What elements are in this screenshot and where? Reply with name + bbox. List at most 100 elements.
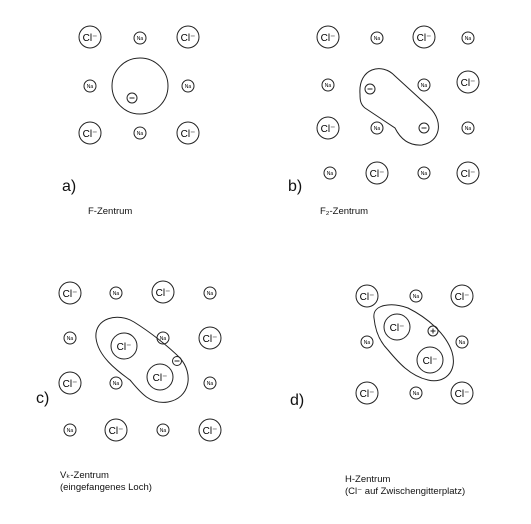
panel-d-label: d) xyxy=(290,392,305,409)
svg-text:Na: Na xyxy=(374,126,381,132)
ion-cl: Cl⁻ xyxy=(412,25,436,49)
svg-text:Cl⁻: Cl⁻ xyxy=(63,379,78,390)
ion-na: Na xyxy=(455,335,469,349)
svg-text:Cl⁻: Cl⁻ xyxy=(390,323,405,334)
ion-na: Na xyxy=(323,166,337,180)
panel-c: Cl⁻ Na Cl⁻ Na Na Cl⁻ Na Cl⁻ Cl⁻ Na Cl⁻ N… xyxy=(58,280,222,442)
panel-c-caption-line2: (eingefangenes Loch) xyxy=(60,482,152,493)
svg-text:Na: Na xyxy=(67,428,74,434)
panel-b: Cl⁻ Na Cl⁻ Na Na Na Cl⁻ Cl⁻ Na Na Na Cl⁻… xyxy=(316,25,480,185)
svg-text:Na: Na xyxy=(465,126,472,132)
svg-text:Cl⁻: Cl⁻ xyxy=(455,292,470,303)
svg-text:Na: Na xyxy=(465,36,472,42)
svg-text:Na: Na xyxy=(137,36,144,42)
svg-text:Cl⁻: Cl⁻ xyxy=(321,124,336,135)
svg-text:Cl⁻: Cl⁻ xyxy=(203,426,218,437)
ion-na: Na xyxy=(417,166,431,180)
svg-text:Cl⁻: Cl⁻ xyxy=(153,373,168,384)
ion-cl: Cl⁻ xyxy=(198,326,222,350)
ion-na: Na xyxy=(370,31,384,45)
ion-cl: Cl⁻ xyxy=(365,161,389,185)
ion-na: Na xyxy=(109,286,123,300)
ion-na: Na xyxy=(203,286,217,300)
svg-text:Cl⁻: Cl⁻ xyxy=(203,334,218,345)
ion-na: Na xyxy=(417,78,431,92)
ion-na: Na xyxy=(370,121,384,135)
ion-cl: Cl⁻ xyxy=(110,332,138,360)
svg-text:Na: Na xyxy=(113,291,120,297)
svg-text:Na: Na xyxy=(137,131,144,137)
ion-cl: Cl⁻ xyxy=(416,346,444,374)
ion-na: Na xyxy=(156,423,170,437)
ion-cl: Cl⁻ xyxy=(78,121,102,145)
h-center-outline xyxy=(373,304,454,382)
ion-cl: Cl⁻ xyxy=(456,70,480,94)
svg-text:Cl⁻: Cl⁻ xyxy=(461,169,476,180)
svg-text:Cl⁻: Cl⁻ xyxy=(83,33,98,44)
svg-text:Cl⁻: Cl⁻ xyxy=(156,288,171,299)
svg-text:Cl⁻: Cl⁻ xyxy=(117,342,132,353)
ion-cl: Cl⁻ xyxy=(450,381,474,405)
svg-text:Na: Na xyxy=(421,83,428,89)
panel-c-caption: Vₖ-Zentrum (eingefangenes Loch) xyxy=(60,470,152,494)
panel-a-caption: F-Zentrum xyxy=(88,206,132,218)
svg-text:Cl⁻: Cl⁻ xyxy=(181,129,196,140)
panel-a-label: a) xyxy=(62,178,77,195)
ion-na: Na xyxy=(203,376,217,390)
ion-na: Na xyxy=(409,386,423,400)
ion-cl: Cl⁻ xyxy=(316,25,340,49)
ion-cl: Cl⁻ xyxy=(456,161,480,185)
svg-text:Cl⁻: Cl⁻ xyxy=(360,389,375,400)
svg-text:Na: Na xyxy=(113,381,120,387)
svg-text:Na: Na xyxy=(67,336,74,342)
ion-na: Na xyxy=(133,31,147,45)
ion-cl: Cl⁻ xyxy=(198,418,222,442)
ion-cl: Cl⁻ xyxy=(151,280,175,304)
ion-cl: Cl⁻ xyxy=(78,25,102,49)
ion-cl: Cl⁻ xyxy=(355,284,379,308)
svg-text:Na: Na xyxy=(459,340,466,346)
svg-text:Na: Na xyxy=(87,84,94,90)
panel-d-caption: H-Zentrum (Cl⁻ auf Zwischengitterplatz) xyxy=(345,474,465,498)
svg-text:Cl⁻: Cl⁻ xyxy=(83,129,98,140)
ion-na: Na xyxy=(360,335,374,349)
svg-text:Na: Na xyxy=(413,391,420,397)
svg-text:Cl⁻: Cl⁻ xyxy=(321,33,336,44)
svg-text:Na: Na xyxy=(160,428,167,434)
svg-text:Cl⁻: Cl⁻ xyxy=(423,356,438,367)
svg-text:Cl⁻: Cl⁻ xyxy=(63,289,78,300)
panel-c-label: c) xyxy=(36,390,50,407)
svg-text:Na: Na xyxy=(327,171,334,177)
panel-d-caption-line2: (Cl⁻ auf Zwischengitterplatz) xyxy=(345,486,466,497)
vk-center-outline xyxy=(95,316,189,403)
svg-text:Cl⁻: Cl⁻ xyxy=(109,426,124,437)
f-center-vacancy xyxy=(111,57,169,115)
trapped-electron xyxy=(364,83,376,95)
ion-na: Na xyxy=(181,79,195,93)
panel-d-caption-line1: H-Zentrum xyxy=(345,474,391,485)
trapped-electron xyxy=(126,92,138,104)
ion-na: Na xyxy=(461,121,475,135)
svg-text:Cl⁻: Cl⁻ xyxy=(455,389,470,400)
panel-a: Cl⁻ Na Cl⁻ Na Na Cl⁻ xyxy=(78,25,200,145)
svg-text:Cl⁻: Cl⁻ xyxy=(370,169,385,180)
trapped-electron xyxy=(418,122,430,134)
ion-na: Na xyxy=(83,79,97,93)
trapped-hole xyxy=(427,325,439,337)
svg-text:Na: Na xyxy=(413,294,420,300)
ion-na: Na xyxy=(461,31,475,45)
ion-cl: Cl⁻ xyxy=(104,418,128,442)
trapped-electron xyxy=(172,356,182,366)
panel-a-caption-line1: F-Zentrum xyxy=(88,206,133,217)
ion-cl: Cl⁻ xyxy=(355,381,379,405)
panel-b-label: b) xyxy=(288,178,303,195)
svg-text:Cl⁻: Cl⁻ xyxy=(360,292,375,303)
svg-text:Cl⁻: Cl⁻ xyxy=(461,78,476,89)
ion-cl: Cl⁻ xyxy=(450,284,474,308)
panel-b-caption-line1: F₂-Zentrum xyxy=(320,206,369,217)
ion-cl: Cl⁻ xyxy=(176,25,200,49)
svg-text:Na: Na xyxy=(207,291,214,297)
svg-text:Cl⁻: Cl⁻ xyxy=(181,33,196,44)
svg-text:Na: Na xyxy=(325,83,332,89)
